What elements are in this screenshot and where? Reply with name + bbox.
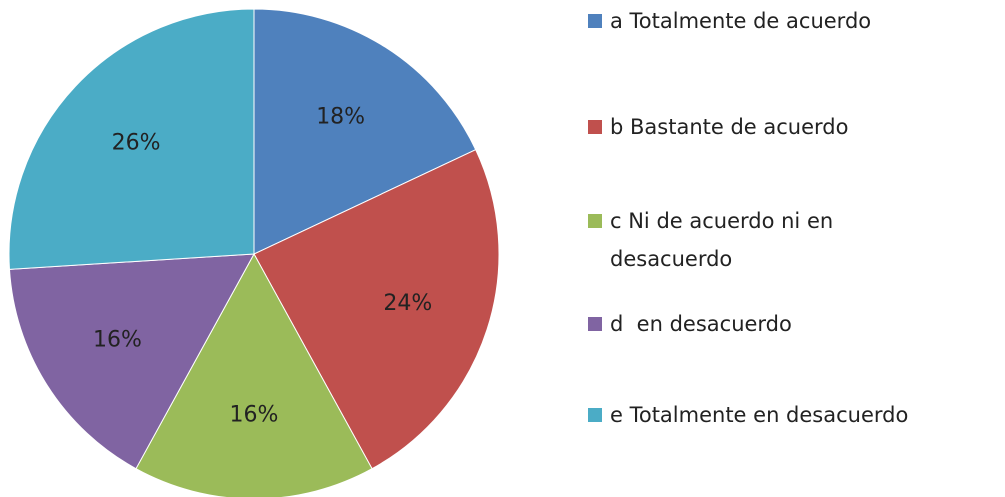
legend: a Totalmente de acuerdo b Bastante de acu… <box>588 0 1003 497</box>
legend-item: a Totalmente de acuerdo <box>588 2 871 40</box>
legend-swatch <box>588 214 602 228</box>
legend-label: a Totalmente de acuerdo <box>610 9 872 33</box>
legend-swatch <box>588 408 602 422</box>
legend-item: e Totalmente en desacuerdo <box>588 396 908 434</box>
slice <box>8 253 255 470</box>
data-label: 18% <box>316 104 365 129</box>
data-label: 16% <box>93 328 142 353</box>
slice <box>8 8 255 270</box>
data-label: 26% <box>112 130 161 155</box>
pie: 18% 24% 16% 16% 26% <box>8 8 500 497</box>
legend-label: d en desacuerdo <box>610 312 792 336</box>
data-label: 16% <box>230 403 279 428</box>
legend-swatch <box>588 120 602 134</box>
legend-swatch <box>588 317 602 331</box>
data-label: 24% <box>383 291 432 316</box>
legend-label: e Totalmente en desacuerdo <box>610 403 909 427</box>
legend-item: d en desacuerdo <box>588 305 792 343</box>
slice <box>253 149 500 470</box>
legend-label: c Ni de acuerdo ni en desacuerdo <box>610 209 840 271</box>
slice <box>135 252 373 497</box>
slice <box>253 8 477 255</box>
legend-item: b Bastante de acuerdo <box>588 108 848 146</box>
legend-label: b Bastante de acuerdo <box>610 115 849 139</box>
legend-swatch <box>588 14 602 28</box>
legend-item: c Ni de acuerdo ni en desacuerdo <box>588 202 888 278</box>
